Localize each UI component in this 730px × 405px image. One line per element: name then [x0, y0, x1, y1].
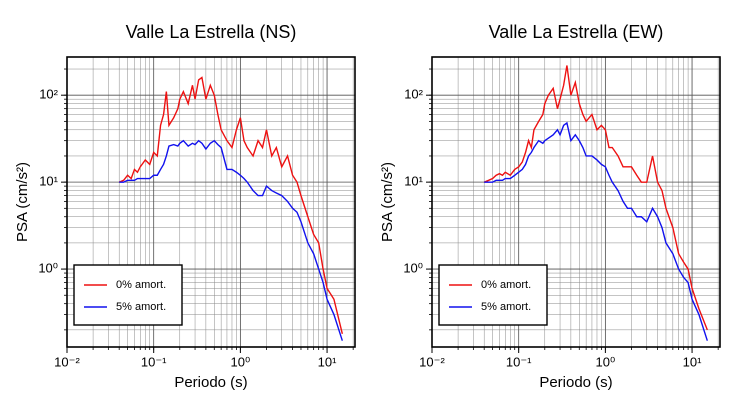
chart-title: Valle La Estrella (EW) [489, 22, 664, 42]
x-tick-label: 10¹ [318, 354, 337, 369]
y-tick-label: 10¹ [404, 174, 423, 189]
x-tick-label: 10⁻² [419, 354, 445, 369]
x-tick-label: 10⁻¹ [141, 354, 167, 369]
series-line [484, 121, 708, 341]
x-tick-label: 10⁰ [596, 354, 616, 369]
y-tick-label: 10² [39, 87, 58, 102]
legend-box [73, 264, 183, 326]
x-axis-label: Periodo (s) [174, 374, 247, 391]
series-line [483, 65, 708, 331]
series-line [118, 76, 344, 334]
chart-title: Valle La Estrella (NS) [126, 22, 297, 42]
y-tick-label: 10¹ [39, 174, 58, 189]
legend-box [438, 264, 548, 326]
x-tick-label: 10⁰ [231, 354, 251, 369]
y-tick-label: 10⁰ [403, 261, 423, 276]
legend: 0% amort. 5% amort. [438, 264, 548, 326]
legend: 0% amort. 5% amort. [73, 264, 183, 326]
legend-label: 0% amort. [116, 279, 166, 291]
y-tick-label: 10² [404, 87, 423, 102]
axes-frame [431, 56, 721, 348]
legend-label: 5% amort. [481, 301, 531, 313]
x-tick-label: 10⁻² [54, 354, 80, 369]
series-line [119, 139, 343, 341]
y-axis-label: PSA (cm/s²) [14, 162, 31, 242]
axes-frame [66, 56, 356, 348]
y-tick-label: 10⁰ [38, 261, 58, 276]
x-axis-label: Periodo (s) [539, 374, 612, 391]
y-axis-label: PSA (cm/s²) [379, 162, 396, 242]
legend-label: 0% amort. [481, 279, 531, 291]
x-tick-label: 10¹ [683, 354, 702, 369]
legend-label: 5% amort. [116, 301, 166, 313]
x-tick-label: 10⁻¹ [506, 354, 532, 369]
